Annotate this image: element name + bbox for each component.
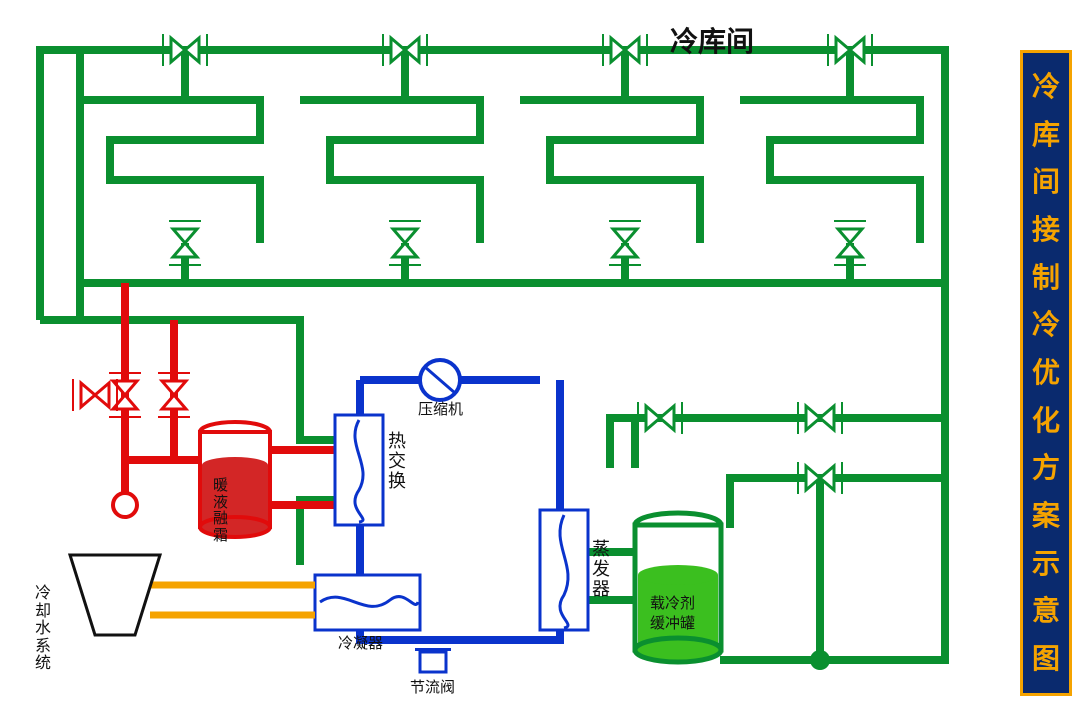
cooling-water-loop <box>150 585 315 615</box>
heat-exchange-label: 热交换 <box>388 432 406 491</box>
condenser-label: 冷凝器 <box>338 632 383 653</box>
cold-storage-label: 冷库间 <box>670 20 754 60</box>
title-panel: 冷库间接制冷优化方案示意图 <box>1020 50 1072 696</box>
throttle-valve-icon <box>415 648 451 672</box>
buffer-tank-label2: 缓冲罐 <box>650 612 695 633</box>
cooling-water-label: 冷却水系统 <box>35 585 51 673</box>
defrost-tank <box>200 422 270 537</box>
buffer-tank-label1: 载冷剂 <box>650 592 695 613</box>
refrigeration-diagram <box>0 0 1080 720</box>
evaporator-icon <box>540 510 588 630</box>
condenser-icon <box>315 575 420 630</box>
valves-red <box>73 373 190 417</box>
buffer-tank <box>635 513 721 662</box>
cooling-tower-icon <box>70 555 160 635</box>
throttle-label: 节流阀 <box>410 676 455 697</box>
evaporator-label: 蒸发器 <box>592 540 610 599</box>
compressor-icon <box>420 360 460 400</box>
defrost-tank-label: 暖液融霜 <box>213 478 228 544</box>
heat-exchanger-icon <box>335 415 383 525</box>
compressor-label: 压缩机 <box>418 398 463 419</box>
